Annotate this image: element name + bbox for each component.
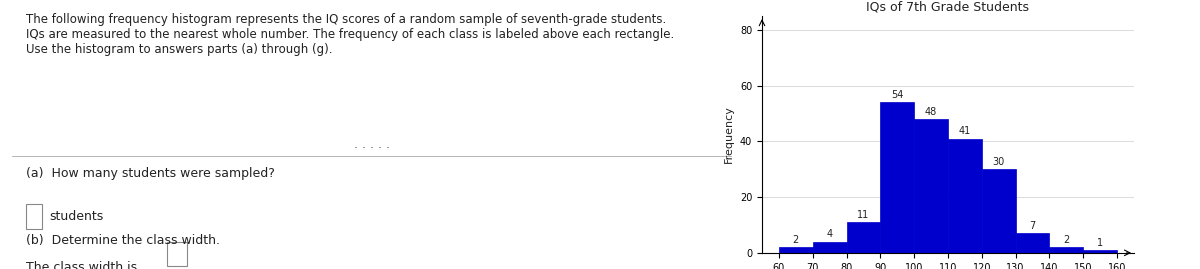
Text: The class width is: The class width is (26, 261, 138, 269)
Bar (881, 102, 914, 253)
Text: The following frequency histogram represents the IQ scores of a random sample of: The following frequency histogram repres… (26, 13, 674, 56)
Text: 41: 41 (959, 126, 971, 136)
Bar (779, 247, 812, 253)
Text: 30: 30 (992, 157, 1004, 167)
Bar (982, 169, 1015, 253)
Bar (1015, 233, 1050, 253)
Text: (a)  How many students were sampled?: (a) How many students were sampled? (26, 167, 275, 180)
Bar (167, 242, 187, 266)
Bar (1084, 250, 1117, 253)
Text: 1: 1 (1097, 238, 1103, 248)
Text: 48: 48 (925, 107, 937, 117)
Text: 54: 54 (892, 90, 904, 100)
Bar (948, 139, 982, 253)
Text: 4: 4 (827, 229, 833, 239)
Bar (26, 204, 42, 229)
Y-axis label: Frequency: Frequency (725, 105, 734, 164)
Bar (846, 222, 881, 253)
Title: IQs of 7th Grade Students: IQs of 7th Grade Students (866, 1, 1030, 13)
Text: 2: 2 (793, 235, 799, 245)
Text: 11: 11 (857, 210, 870, 220)
Bar (812, 242, 846, 253)
Text: students: students (49, 210, 103, 223)
Bar (1050, 247, 1084, 253)
Text: 2: 2 (1063, 235, 1069, 245)
Text: (b)  Determine the class width.: (b) Determine the class width. (26, 234, 221, 247)
Bar (914, 119, 948, 253)
Text: . . . . .: . . . . . (354, 138, 390, 151)
Text: 7: 7 (1030, 221, 1036, 231)
